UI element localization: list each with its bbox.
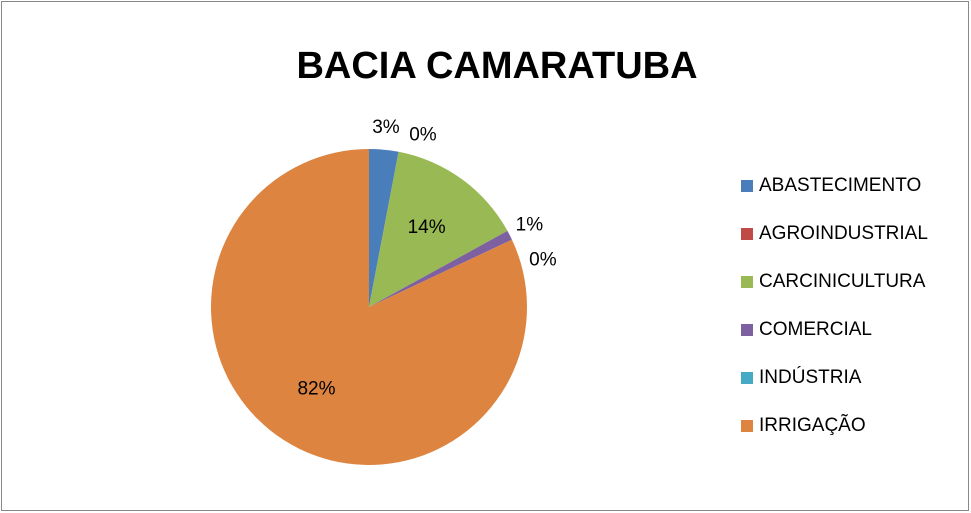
legend-label: COMERCIAL — [759, 319, 872, 340]
legend-swatch — [741, 324, 753, 336]
legend-label: IRRIGAÇÃO — [759, 414, 866, 436]
chart-title: BACIA CAMARATUBA — [296, 45, 697, 87]
data-label: 82% — [297, 379, 335, 400]
legend-label: CARCINICULTURA — [759, 271, 926, 292]
legend-label: AGROINDUSTRIAL — [759, 223, 928, 244]
data-label: 0% — [529, 250, 557, 271]
data-label: 1% — [516, 214, 544, 235]
pie-slice — [369, 151, 508, 307]
pie-slice — [369, 230, 512, 307]
pie-slice — [210, 149, 527, 465]
legend-swatch — [741, 276, 753, 288]
data-label: 3% — [372, 117, 400, 138]
legend-swatch — [741, 372, 753, 384]
data-label: 0% — [409, 124, 437, 145]
legend-swatch — [741, 180, 753, 192]
pie-slice — [369, 149, 399, 307]
legend-label: ABASTECIMENTO — [759, 175, 921, 196]
legend-label: INDÚSTRIA — [759, 366, 862, 388]
legend-swatch — [741, 420, 753, 432]
data-label: 14% — [408, 217, 446, 238]
legend-swatch — [741, 228, 753, 240]
